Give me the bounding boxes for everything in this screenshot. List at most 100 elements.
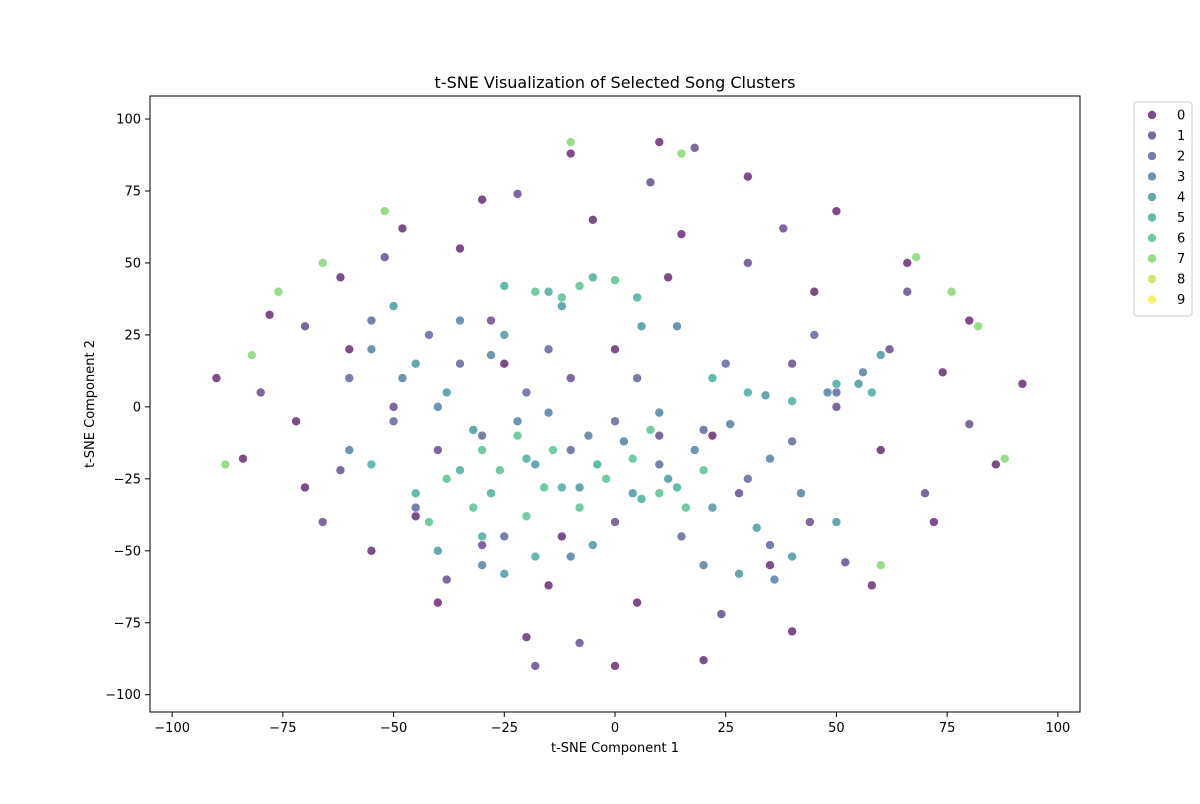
data-point-cluster-1 (964, 419, 975, 429)
data-point-cluster-0 (663, 272, 673, 283)
data-point-cluster-6 (530, 286, 541, 297)
data-point-cluster-3 (698, 560, 709, 570)
data-point-cluster-2 (521, 387, 532, 398)
data-point-cluster-3 (455, 315, 465, 326)
data-point-cluster-1 (300, 321, 310, 332)
data-point-cluster-4 (831, 517, 842, 527)
data-point-cluster-5 (787, 396, 797, 406)
data-point-cluster-0 (831, 206, 842, 216)
data-point-cluster-5 (672, 482, 682, 493)
data-point-cluster-4 (499, 330, 510, 340)
y-tick-label: −25 (114, 472, 141, 487)
legend-label: 8 (1177, 273, 1185, 288)
data-point-cluster-1 (805, 517, 815, 527)
data-point-cluster-0 (455, 243, 465, 254)
data-point-cluster-0 (565, 148, 576, 159)
data-point-cluster-1 (441, 574, 452, 585)
data-point-cluster-0 (698, 655, 709, 665)
data-point-cluster-0 (765, 560, 775, 570)
data-point-cluster-0 (433, 597, 443, 608)
data-point-cluster-3 (583, 430, 594, 441)
data-point-cluster-2 (410, 502, 421, 513)
data-point-cluster-2 (477, 430, 487, 441)
data-point-cluster-6 (477, 445, 487, 455)
data-point-cluster-1 (388, 402, 399, 412)
x-tick-label: 25 (717, 721, 734, 736)
x-tick-label: −100 (154, 721, 190, 736)
data-point-cluster-3 (486, 350, 496, 360)
legend-label: 1 (1177, 129, 1185, 144)
data-point-cluster-2 (543, 344, 554, 355)
data-point-cluster-1 (530, 661, 541, 671)
data-point-cluster-6 (627, 453, 638, 464)
data-point-cluster-4 (853, 379, 864, 389)
y-tick-label: 0 (133, 400, 141, 415)
data-point-cluster-2 (632, 373, 642, 383)
data-point-cluster-3 (725, 419, 735, 429)
data-point-cluster-0 (610, 344, 620, 355)
y-axis: −100 −75 −50 −25 0 25 50 75 100 (105, 113, 150, 703)
data-point-cluster-5 (366, 459, 377, 470)
data-point-cluster-0 (300, 482, 310, 493)
data-point-cluster-6 (424, 517, 434, 527)
data-point-cluster-2 (720, 358, 731, 369)
points-layer (211, 137, 1028, 671)
legend-marker (1147, 274, 1157, 284)
legend: 0 1 2 3 4 5 6 7 8 9 (1133, 101, 1193, 317)
data-point-cluster-6 (601, 474, 611, 484)
data-point-cluster-2 (654, 459, 665, 470)
data-point-cluster-4 (410, 358, 421, 369)
data-point-cluster-1 (920, 488, 930, 499)
data-point-cluster-5 (486, 488, 496, 499)
data-point-cluster-3 (543, 407, 554, 418)
data-point-cluster-5 (455, 465, 465, 476)
data-point-cluster-7 (973, 321, 983, 332)
data-point-cluster-3 (433, 402, 443, 412)
data-point-cluster-3 (477, 560, 487, 570)
data-point-cluster-7 (875, 560, 886, 570)
data-point-cluster-3 (765, 453, 775, 464)
legend-marker (1147, 294, 1157, 305)
data-point-cluster-0 (632, 597, 642, 608)
data-point-cluster-1 (884, 344, 895, 355)
data-point-cluster-3 (769, 574, 780, 585)
data-point-cluster-4 (751, 522, 762, 533)
data-point-cluster-7 (247, 350, 257, 360)
data-point-cluster-4 (707, 502, 718, 513)
data-point-cluster-5 (410, 488, 421, 499)
data-point-cluster-5 (557, 482, 567, 493)
data-point-cluster-0 (991, 459, 1001, 470)
data-point-cluster-1 (255, 387, 266, 398)
data-point-cluster-3 (512, 416, 523, 427)
legend-label: 9 (1177, 293, 1185, 308)
data-point-cluster-1 (840, 557, 851, 568)
data-point-cluster-4 (468, 425, 479, 435)
data-point-cluster-7 (676, 148, 687, 159)
data-point-cluster-3 (344, 445, 355, 455)
data-point-cluster-0 (875, 445, 886, 455)
data-point-cluster-0 (610, 661, 620, 671)
data-point-cluster-0 (809, 286, 820, 297)
data-point-cluster-0 (397, 223, 408, 234)
data-point-cluster-0 (787, 626, 797, 637)
data-point-cluster-5 (707, 373, 718, 383)
data-point-cluster-1 (654, 430, 665, 441)
data-point-cluster-6 (698, 465, 709, 476)
legend-marker (1147, 192, 1157, 202)
data-point-cluster-0 (676, 229, 687, 239)
data-point-cluster-2 (366, 315, 377, 326)
data-point-cluster-3 (689, 445, 700, 455)
data-point-cluster-6 (574, 502, 585, 513)
y-axis-label: t-SNE Component 2 (83, 340, 98, 468)
data-point-cluster-1 (778, 223, 789, 234)
data-point-cluster-0 (521, 632, 532, 642)
data-point-cluster-6 (495, 465, 505, 476)
data-point-cluster-1 (743, 258, 753, 268)
data-point-cluster-7 (911, 252, 921, 262)
data-point-cluster-2 (610, 416, 620, 427)
data-point-cluster-1 (477, 540, 487, 550)
data-point-cluster-2 (424, 330, 434, 340)
data-point-cluster-3 (822, 387, 833, 398)
data-point-cluster-6 (521, 511, 532, 522)
